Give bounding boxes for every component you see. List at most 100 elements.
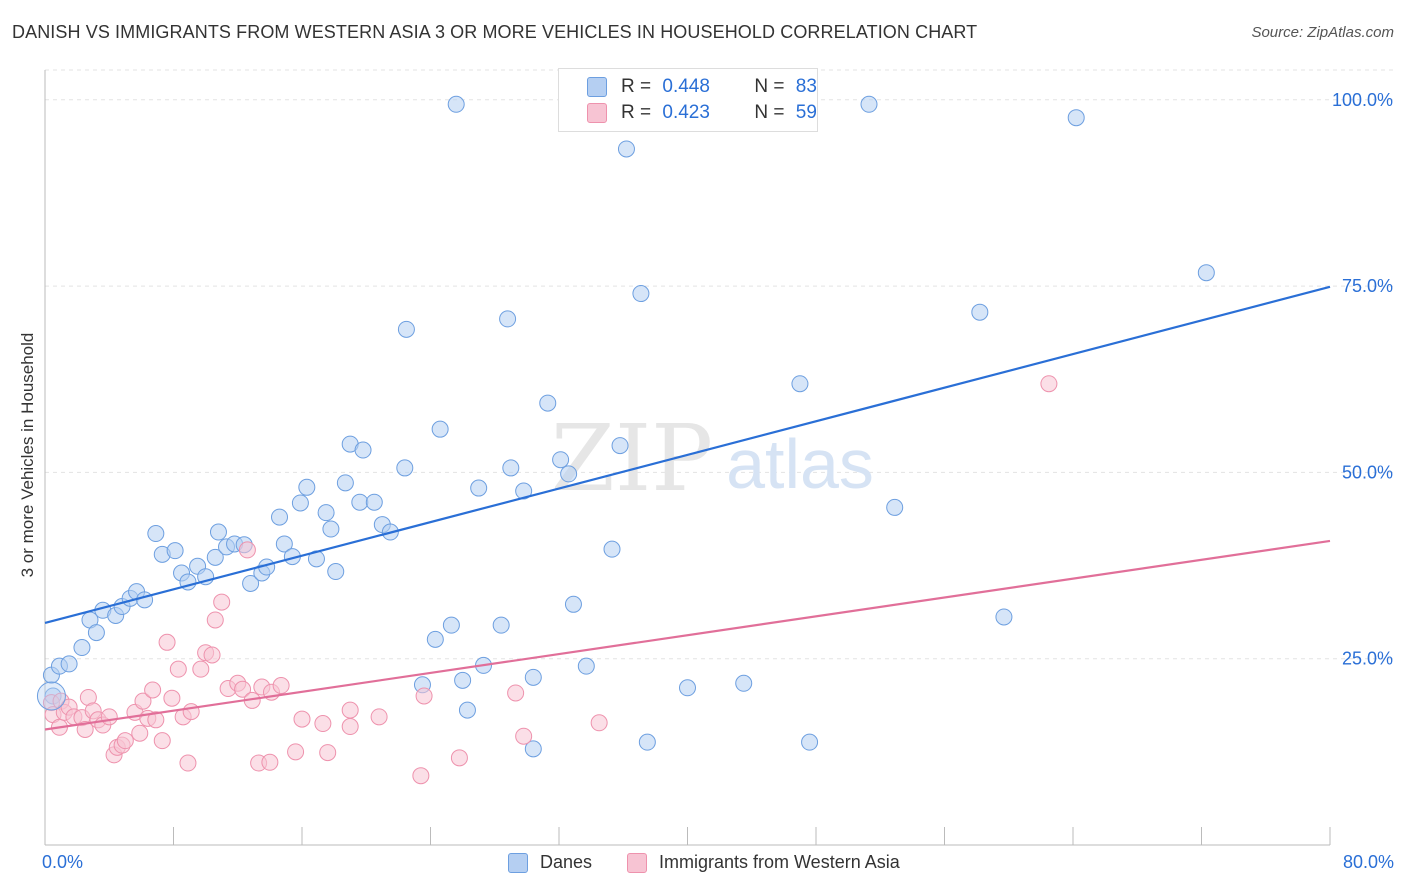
point-danes xyxy=(36,681,66,711)
point-immigrants xyxy=(272,677,290,695)
y-tick-label: 25.0% xyxy=(1342,649,1393,669)
point-immigrants xyxy=(179,754,197,772)
watermark-zip: ZIP xyxy=(551,405,713,512)
point-danes xyxy=(317,504,335,522)
point-danes xyxy=(426,630,444,648)
r-label: R = xyxy=(621,102,652,123)
point-immigrants xyxy=(192,660,210,678)
axes xyxy=(44,70,1331,846)
point-immigrants xyxy=(412,767,430,785)
point-immigrants xyxy=(213,593,231,611)
x-tick-max: 80.0% xyxy=(1342,852,1394,872)
point-danes xyxy=(351,493,369,511)
legend-swatch-danes xyxy=(508,852,528,873)
point-immigrants xyxy=(131,724,149,742)
point-danes xyxy=(492,616,510,634)
legend-row-immigrants: R = 0.423 N = 59 xyxy=(587,101,817,125)
point-immigrants xyxy=(293,710,311,728)
trend-lines xyxy=(44,285,1331,731)
point-danes xyxy=(242,574,260,592)
point-immigrants xyxy=(319,744,337,762)
point-immigrants xyxy=(100,708,118,726)
y-tick-label: 100.0% xyxy=(1332,90,1393,110)
n-label: N = xyxy=(754,76,785,97)
point-immigrants xyxy=(261,753,279,771)
point-danes xyxy=(73,639,91,657)
point-danes xyxy=(560,465,578,483)
point-danes xyxy=(638,733,656,751)
point-danes xyxy=(524,740,542,758)
point-immigrants xyxy=(370,708,388,726)
point-danes xyxy=(166,542,184,560)
correlation-legend: R = 0.448 N = 83 R = 0.423 N = 59 xyxy=(558,68,818,132)
point-danes xyxy=(458,701,476,719)
point-immigrants xyxy=(206,611,224,629)
legend-swatch-danes xyxy=(587,77,607,97)
point-immigrants xyxy=(314,715,332,733)
point-danes xyxy=(298,478,316,496)
point-immigrants xyxy=(116,732,134,750)
point-danes xyxy=(995,608,1013,626)
legend-item-immigrants: Immigrants from Western Asia xyxy=(627,852,900,873)
y-tick-labels: 25.0% 50.0% 75.0% 100.0% xyxy=(1332,90,1393,669)
point-immigrants xyxy=(590,714,608,732)
watermark-atlas: atlas xyxy=(726,425,874,503)
point-immigrants xyxy=(415,687,433,705)
point-danes xyxy=(539,394,557,412)
point-danes xyxy=(209,523,227,541)
point-danes xyxy=(136,591,154,609)
point-immigrants xyxy=(450,749,468,767)
point-danes xyxy=(442,616,460,634)
r-value: 0.423 xyxy=(662,102,710,123)
y-axis-label: 3 or more Vehicles in Household xyxy=(18,332,37,578)
point-danes xyxy=(801,733,819,751)
legend-row-danes: R = 0.448 N = 83 xyxy=(587,75,817,99)
point-immigrants xyxy=(76,720,94,738)
legend-swatch-immigrants xyxy=(587,103,607,123)
point-danes xyxy=(1197,264,1215,282)
data-points xyxy=(36,94,1215,785)
point-danes xyxy=(632,285,650,303)
point-immigrants xyxy=(1040,375,1058,393)
point-danes xyxy=(886,498,904,516)
n-value: 59 xyxy=(795,102,817,123)
point-immigrants xyxy=(341,718,359,736)
point-danes xyxy=(447,95,465,113)
point-danes xyxy=(60,655,78,673)
point-danes xyxy=(679,679,696,697)
watermark: ZIP atlas xyxy=(551,405,874,512)
point-immigrants xyxy=(507,684,525,702)
point-immigrants xyxy=(163,689,181,707)
point-immigrants xyxy=(182,703,200,721)
source-label: Source: ZipAtlas.com xyxy=(1251,24,1394,41)
point-danes xyxy=(617,140,635,158)
point-immigrants xyxy=(158,633,176,651)
point-danes xyxy=(502,459,520,477)
n-label: N = xyxy=(754,102,785,123)
point-danes xyxy=(552,451,570,469)
point-danes xyxy=(322,520,340,538)
point-immigrants xyxy=(238,541,256,559)
point-immigrants xyxy=(153,732,171,750)
legend-label-danes: Danes xyxy=(540,852,593,872)
point-danes xyxy=(577,657,595,675)
point-danes xyxy=(735,674,753,692)
point-danes xyxy=(327,563,345,581)
point-danes xyxy=(470,479,488,497)
point-danes xyxy=(454,671,472,689)
point-danes xyxy=(365,493,383,511)
point-danes xyxy=(611,437,629,455)
trend-line-immigrants xyxy=(44,539,1331,731)
n-value: 83 xyxy=(795,76,817,97)
point-immigrants xyxy=(144,681,162,699)
r-label: R = xyxy=(621,76,652,97)
r-value: 0.448 xyxy=(662,76,710,97)
point-danes xyxy=(291,494,309,512)
point-danes xyxy=(564,595,582,613)
point-immigrants xyxy=(234,680,252,698)
legend-item-danes: Danes xyxy=(508,852,592,873)
chart-title: DANISH VS IMMIGRANTS FROM WESTERN ASIA 3… xyxy=(12,22,978,42)
trend-line-danes xyxy=(44,285,1331,624)
point-immigrants xyxy=(134,692,152,710)
point-danes xyxy=(147,525,165,543)
